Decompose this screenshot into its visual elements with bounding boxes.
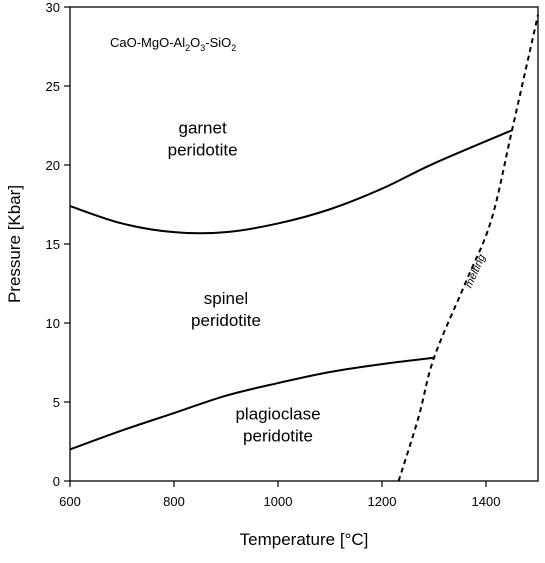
y-tick-label: 0: [53, 474, 60, 489]
melting-curve-label: melting: [463, 252, 489, 290]
garnet-spinel-boundary-line: [69, 129, 513, 235]
system-label-part: O: [190, 35, 200, 50]
region-label: plagioclase peridotite: [235, 404, 320, 445]
region-label-line: peridotite: [168, 140, 238, 159]
x-tick-label: 1000: [264, 494, 293, 509]
x-tick-label: 1200: [368, 494, 397, 509]
melting-boundary-line: [397, 14, 539, 482]
region-label-line: garnet: [178, 118, 226, 137]
system-label-subscript: 2: [231, 43, 236, 53]
y-tick-label: 30: [46, 0, 60, 15]
system-label-part: CaO-MgO-Al: [110, 35, 185, 50]
region-label-line: plagioclase: [235, 404, 320, 423]
system-composition-label: CaO-MgO-Al2O3-SiO2: [110, 35, 236, 53]
y-axis-label: Pressure [Kbar]: [5, 185, 24, 303]
region-label: spinel peridotite: [191, 289, 261, 330]
region-label-line: peridotite: [243, 426, 313, 445]
x-tick-label: 600: [59, 494, 81, 509]
y-tick-label: 10: [46, 316, 60, 331]
y-tick-label: 5: [53, 395, 60, 410]
system-label-part: -SiO: [205, 35, 231, 50]
y-tick-label: 15: [46, 237, 60, 252]
x-tick-label: 1400: [472, 494, 501, 509]
x-axis-label: Temperature [°C]: [240, 530, 369, 549]
spinel-plagioclase-boundary-line: [69, 356, 435, 451]
axis-ticks: 600 800 1000 1200 1400 0 5 10 15 20 25 30: [46, 0, 501, 509]
system-label-subscript: 2: [185, 43, 190, 53]
system-label-subscript: 3: [200, 43, 205, 53]
region-label-line: spinel: [204, 289, 248, 308]
y-tick-label: 25: [46, 79, 60, 94]
x-tick-label: 800: [163, 494, 185, 509]
region-label: garnet peridotite: [168, 118, 238, 159]
y-tick-label: 20: [46, 158, 60, 173]
region-label-line: peridotite: [191, 311, 261, 330]
